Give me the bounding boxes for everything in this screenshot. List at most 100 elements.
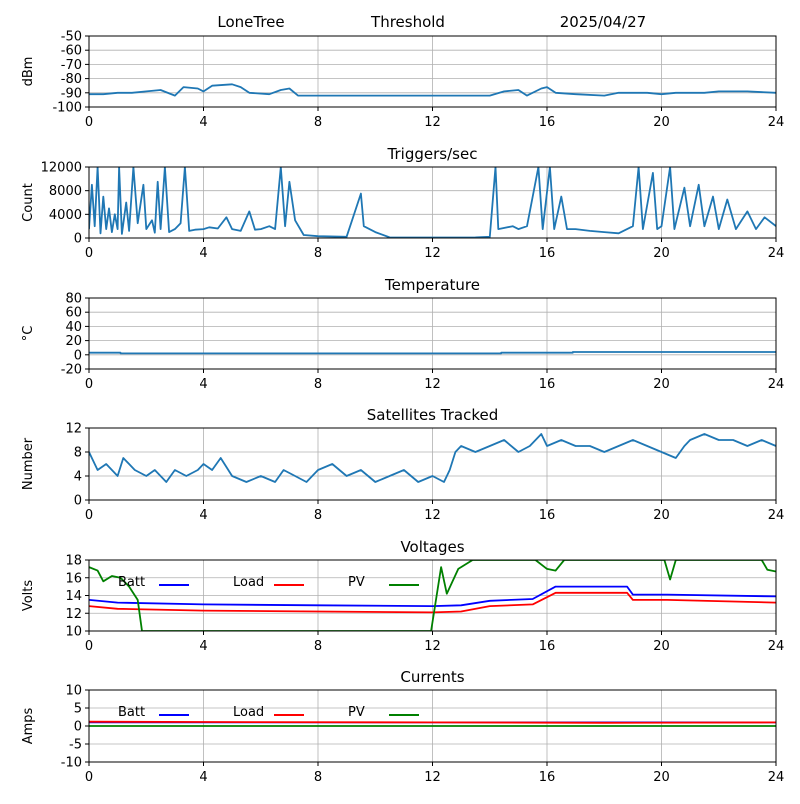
x-tick-label: 24 <box>768 770 785 785</box>
header-date: 2025/04/27 <box>560 13 646 31</box>
y-tick-label: 60 <box>65 306 82 321</box>
x-tick-label: 8 <box>314 246 322 261</box>
x-tick-label: 16 <box>539 770 556 785</box>
x-tick-label: 24 <box>768 246 785 261</box>
x-tick-label: 12 <box>424 115 441 130</box>
series-group <box>89 720 776 727</box>
x-tick-label: 20 <box>653 508 670 523</box>
x-tick-label: 4 <box>199 377 207 392</box>
y-tick-label: -90 <box>61 86 82 101</box>
x-tick-label: 4 <box>199 115 207 130</box>
x-tick-label: 16 <box>539 246 556 261</box>
chart-title: Satellites Tracked <box>367 406 498 424</box>
series-group <box>89 560 776 631</box>
x-tick-label: 4 <box>199 508 207 523</box>
y-tick-label: 0 <box>74 494 82 509</box>
x-tick-label: 0 <box>85 246 93 261</box>
x-tick-label: 20 <box>653 115 670 130</box>
y-tick-label: -70 <box>61 58 82 73</box>
y-tick-label: 8000 <box>49 184 82 199</box>
y-tick-label: 12 <box>65 607 82 622</box>
x-tick-label: 12 <box>424 770 441 785</box>
y-tick-label: -50 <box>61 30 82 45</box>
x-tick-label: 12 <box>424 246 441 261</box>
x-tick-label: 20 <box>653 377 670 392</box>
series-line-data <box>89 167 776 238</box>
x-tick-label: 8 <box>314 508 322 523</box>
y-axis-label: Count <box>21 183 36 222</box>
series-line-data <box>89 351 776 355</box>
x-tick-label: 20 <box>653 770 670 785</box>
x-tick-label: 4 <box>199 639 207 654</box>
series-line-data <box>89 83 776 97</box>
y-tick-label: 16 <box>65 571 82 586</box>
series-group <box>89 167 776 238</box>
series-group <box>89 433 776 483</box>
y-tick-label: 10 <box>65 684 82 699</box>
x-tick-label: 8 <box>314 770 322 785</box>
x-tick-label: 4 <box>199 770 207 785</box>
y-tick-label: 12000 <box>41 161 82 176</box>
chart-title: Currents <box>400 668 464 686</box>
y-tick-label: 4 <box>74 470 82 485</box>
x-tick-label: 8 <box>314 377 322 392</box>
y-tick-label: -20 <box>61 363 82 378</box>
x-tick-label: 16 <box>539 508 556 523</box>
series-line-batt <box>89 585 776 607</box>
y-tick-label: -80 <box>61 72 82 87</box>
legend-label-batt: Batt <box>118 575 145 590</box>
series-line-load <box>89 591 776 614</box>
y-axis-label: Amps <box>21 707 36 744</box>
x-tick-label: 0 <box>85 508 93 523</box>
header-mode: Threshold <box>370 13 445 31</box>
y-tick-label: -100 <box>52 101 82 116</box>
chart-title: Triggers/sec <box>387 145 478 163</box>
x-tick-label: 0 <box>85 639 93 654</box>
legend-label-pv: PV <box>348 575 365 590</box>
y-tick-label: 14 <box>65 589 82 604</box>
x-tick-label: 16 <box>539 377 556 392</box>
y-tick-label: 80 <box>65 292 82 307</box>
x-tick-label: 16 <box>539 639 556 654</box>
x-tick-label: 0 <box>85 377 93 392</box>
y-tick-label: 0 <box>74 720 82 735</box>
series-line-load <box>89 720 776 724</box>
y-axis-label: °C <box>21 326 36 342</box>
y-tick-label: 10 <box>65 625 82 640</box>
x-tick-label: 0 <box>85 115 93 130</box>
x-tick-label: 20 <box>653 639 670 654</box>
y-tick-label: 4000 <box>49 208 82 223</box>
chart-title: Temperature <box>384 276 480 294</box>
x-tick-label: 24 <box>768 639 785 654</box>
legend-label-load: Load <box>233 575 264 590</box>
series-line-data <box>89 433 776 483</box>
x-tick-label: 24 <box>768 377 785 392</box>
series-group <box>89 83 776 97</box>
legend-label-load: Load <box>233 705 264 720</box>
y-axis-label: Number <box>21 437 36 490</box>
y-tick-label: 0 <box>74 348 82 363</box>
x-tick-label: 24 <box>768 508 785 523</box>
y-tick-label: 8 <box>74 446 82 461</box>
series-line-pv <box>89 560 776 631</box>
x-tick-label: 8 <box>314 115 322 130</box>
legend-label-pv: PV <box>348 705 365 720</box>
y-tick-label: -10 <box>61 756 82 771</box>
y-axis-label: Volts <box>21 580 36 612</box>
x-tick-label: 16 <box>539 115 556 130</box>
y-tick-label: 12 <box>65 422 82 437</box>
x-tick-label: 4 <box>199 246 207 261</box>
x-tick-label: 12 <box>424 639 441 654</box>
series-group <box>89 351 776 355</box>
x-tick-label: 0 <box>85 770 93 785</box>
legend-label-batt: Batt <box>118 705 145 720</box>
y-tick-label: 40 <box>65 320 82 335</box>
x-tick-label: 12 <box>424 508 441 523</box>
x-tick-label: 8 <box>314 639 322 654</box>
y-tick-label: 5 <box>74 702 82 717</box>
header-station: LoneTree <box>217 13 284 31</box>
x-tick-label: 20 <box>653 246 670 261</box>
y-tick-label: -5 <box>69 738 82 753</box>
